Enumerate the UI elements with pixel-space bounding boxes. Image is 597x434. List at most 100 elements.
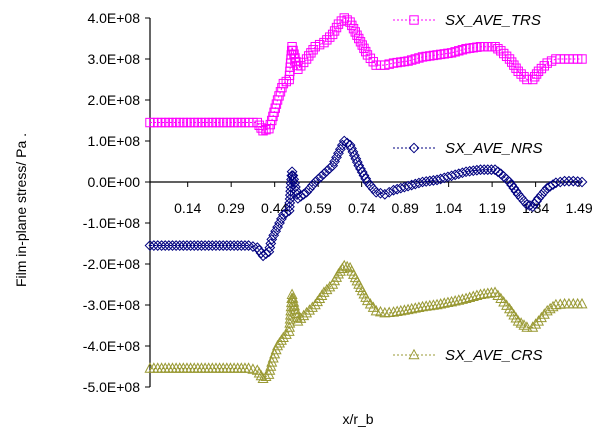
data-point-diamond (521, 199, 533, 210)
data-point-diamond (306, 180, 318, 191)
data-point-square (461, 44, 471, 54)
series-SX_AVE_CRS (144, 259, 588, 383)
data-point-diamond (144, 240, 156, 251)
data-point-triangle (277, 331, 289, 342)
data-point-square (432, 50, 442, 60)
x-tick-label: 0.89 (392, 200, 419, 216)
legend-item-SX_AVE_TRS: SX_AVE_TRS (393, 12, 541, 29)
data-point-diamond (554, 176, 566, 188)
data-point-triangle (467, 290, 479, 301)
data-point-square (577, 54, 587, 64)
y-tick-label: 1.0E+08 (87, 133, 140, 149)
data-point-diamond (196, 240, 207, 251)
data-point-triangle (420, 300, 432, 311)
data-point-diamond (203, 240, 215, 251)
data-point-square (368, 57, 378, 67)
data-point-diamond (538, 186, 550, 197)
data-point-square (428, 50, 439, 61)
data-point-triangle (318, 286, 330, 297)
data-point-triangle (512, 315, 524, 326)
data-point-triangle (409, 302, 421, 313)
legend-label: SX_AVE_NRS (445, 140, 543, 157)
data-point-diamond (336, 139, 348, 151)
data-point-diamond (504, 176, 515, 188)
data-point-diamond (272, 221, 283, 233)
data-point-triangle (442, 296, 454, 308)
legend-item-SX_AVE_NRS: SX_AVE_NRS (393, 140, 543, 157)
data-point-diamond (321, 165, 333, 177)
data-point-diamond (163, 240, 175, 251)
data-point-diamond (221, 240, 233, 251)
data-point-triangle (532, 315, 545, 326)
data-point-triangle (289, 299, 301, 311)
data-point-triangle (527, 321, 539, 332)
data-point-square (347, 20, 357, 31)
data-point-triangle (292, 315, 304, 326)
y-tick-label: 4.0E+08 (87, 10, 140, 26)
x-tick-label: 0.59 (305, 200, 332, 216)
data-point-square (281, 76, 291, 87)
data-point-triangle (518, 319, 530, 330)
data-point-diamond (550, 177, 562, 189)
data-point-square (414, 53, 424, 63)
data-point-triangle (456, 293, 468, 304)
x-tick-label: 0.74 (348, 200, 375, 216)
data-point-diamond (475, 164, 486, 176)
data-point-triangle (324, 280, 336, 292)
data-point-diamond (567, 175, 579, 187)
data-point-diamond (492, 166, 504, 178)
data-point-triangle (438, 297, 450, 308)
data-point-triangle (260, 370, 272, 381)
x-tick-label: 0.29 (218, 200, 245, 216)
data-point-diamond (266, 233, 278, 245)
data-point-diamond (228, 240, 240, 251)
data-point-square (354, 33, 364, 44)
data-point-diamond (572, 176, 584, 187)
data-point-triangle (464, 291, 476, 303)
data-point-square (446, 48, 457, 58)
data-point-triangle (398, 304, 410, 315)
data-point-diamond (199, 240, 211, 251)
data-point-diamond (192, 240, 204, 251)
data-point-square (409, 15, 419, 25)
data-point-diamond (243, 240, 254, 251)
data-point-triangle (321, 283, 333, 295)
series-line (150, 17, 582, 132)
data-point-triangle (402, 303, 414, 315)
data-point-square (331, 22, 342, 33)
x-tick-label: 1.04 (435, 200, 462, 216)
data-point-triangle (408, 348, 420, 360)
data-point-square (513, 66, 523, 76)
data-point-diamond (334, 143, 346, 155)
data-point-diamond (232, 240, 244, 251)
data-point-diamond (274, 217, 285, 229)
data-point-triangle (286, 288, 298, 299)
data-point-triangle (391, 305, 403, 316)
data-point-diamond (270, 225, 282, 237)
data-point-triangle (303, 304, 315, 315)
data-point-triangle (431, 298, 443, 310)
data-point-diamond (533, 192, 544, 204)
data-point-square (468, 43, 478, 53)
data-point-triangle (388, 306, 400, 317)
data-point-square (345, 17, 355, 27)
data-point-square (359, 43, 369, 54)
y-tick-label: -4.0E+08 (83, 338, 140, 354)
data-point-diamond (329, 156, 340, 167)
data-point-triangle (295, 312, 307, 323)
data-point-triangle (576, 297, 588, 309)
data-point-triangle (547, 300, 559, 312)
data-point-triangle (530, 318, 542, 329)
data-point-triangle (478, 287, 490, 299)
data-point-diamond (235, 240, 247, 251)
data-point-diamond (531, 195, 542, 207)
data-point-square (362, 50, 373, 60)
data-point-diamond (170, 240, 182, 251)
data-point-diamond (206, 240, 218, 251)
data-point-diamond (482, 164, 494, 176)
data-point-square (319, 37, 329, 48)
data-point-diamond (327, 160, 339, 172)
data-point-triangle (290, 307, 302, 318)
data-point-diamond (324, 162, 336, 174)
